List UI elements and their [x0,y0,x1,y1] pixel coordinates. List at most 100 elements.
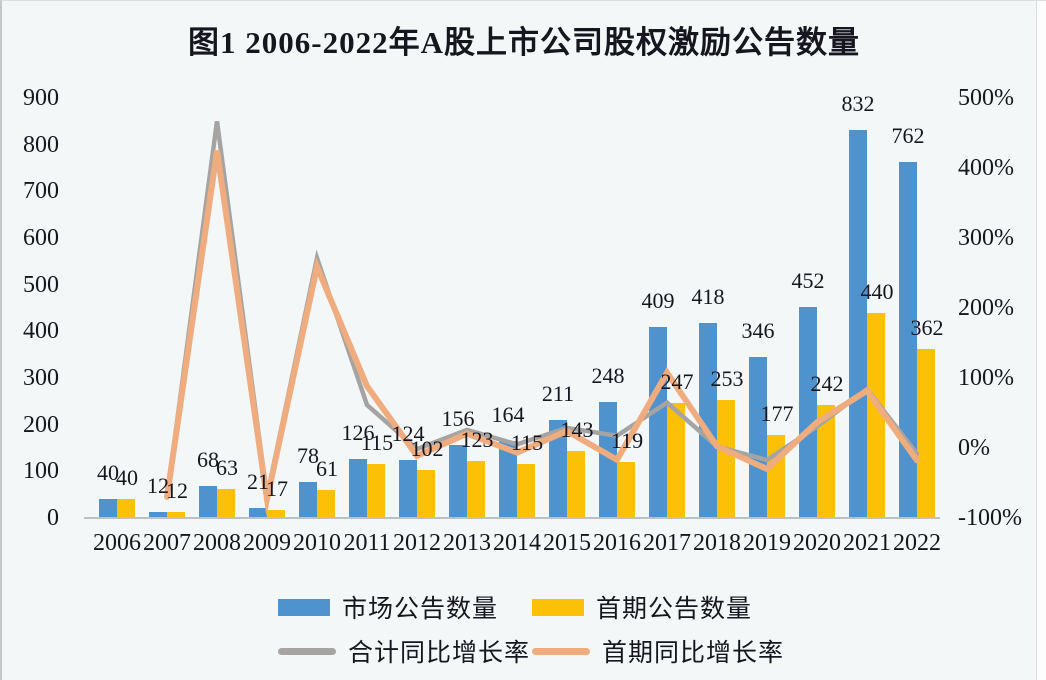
bar-first-count [617,462,635,517]
legend-row-2: 合计同比增长率 首期同比增长率 [278,629,798,673]
bar-first-count [717,399,735,517]
right-axis-tick: -100% [958,505,1022,531]
value-label-first: 17 [266,476,288,502]
x-tick-label: 2010 [293,530,341,556]
chart-title: 图1 2006-2022年A股上市公司股权激励公告数量 [188,25,860,60]
x-tick-label: 2019 [743,530,791,556]
value-label-first: 115 [360,430,394,456]
right-axis-tick: 100% [958,365,1014,391]
bar-first-count [367,464,385,517]
bar-first-count [917,349,935,517]
right-axis-tick: 500% [958,85,1014,111]
page-edge-strip [1036,1,1046,680]
left-axis-tick: 900 [23,85,59,111]
x-tick-label: 2006 [93,530,141,556]
x-tick-label: 2021 [843,530,891,556]
value-label-market: 452 [791,268,825,294]
bar-first-count [817,405,835,517]
left-axis-tick: 500 [23,271,59,298]
bar-first-count [417,470,435,517]
legend-swatch-total-growth-line [278,647,336,655]
value-label-first: 115 [510,430,544,456]
value-label-first: 440 [860,278,894,304]
value-label-first: 123 [460,426,494,452]
left-axis-tick: 200 [23,411,59,438]
legend-row-1: 市场公告数量 首期公告数量 [278,585,798,629]
right-axis-tick: 300% [958,225,1014,251]
value-label-market: 126 [341,420,375,446]
value-label-first: 119 [610,428,644,454]
bar-first-count [467,460,485,517]
legend-item-total-growth: 合计同比增长率 [278,633,532,669]
bar-first-count [867,312,885,517]
value-label-market: 832 [841,90,875,116]
value-label-first: 102 [410,436,444,462]
x-tick-label: 2017 [643,530,691,556]
x-tick-label: 2016 [593,530,641,556]
x-tick-label: 2022 [893,530,941,556]
bar-market-count [849,129,867,517]
left-axis-tick: 700 [23,178,59,205]
left-axis-tick: 300 [23,365,59,391]
value-label-first: 362 [910,315,944,341]
value-label-market: 40 [97,460,119,486]
x-tick-label: 2007 [143,530,191,556]
left-axis-tick: 0 [47,505,59,531]
value-label-first: 63 [216,454,238,480]
legend-item-first-growth: 首期同比增长率 [532,633,784,669]
right-axis-tick: 0% [958,435,990,461]
bar-first-count [667,402,685,517]
value-label-first: 253 [710,365,744,391]
legend-item-market-count: 市场公告数量 [278,589,532,625]
x-tick-label: 2020 [793,530,841,556]
value-label-market: 21 [247,469,269,495]
bar-first-count [117,499,135,517]
value-label-first: 40 [116,465,138,491]
right-axis-tick: 400% [958,155,1014,181]
bar-first-count [567,451,585,517]
value-label-first: 143 [560,417,594,443]
bar-market-count [399,460,417,517]
value-label-market: 211 [541,380,575,406]
legend-swatch-first-growth-line [532,647,590,655]
bar-market-count [149,512,167,517]
x-tick-label: 2015 [543,530,591,556]
value-label-market: 124 [391,421,425,447]
bar-first-count [767,435,785,517]
value-label-market: 762 [891,123,925,149]
x-tick-label: 2008 [193,530,241,556]
value-label-market: 156 [441,406,475,432]
x-tick-label: 2018 [693,530,741,556]
bar-first-count [517,464,535,517]
x-tick-label: 2011 [343,530,391,556]
bar-first-count [317,489,335,517]
left-axis-tick: 600 [23,225,59,251]
left-axis-tick: 400 [23,318,59,345]
value-label-first: 247 [660,368,694,394]
value-label-market: 248 [591,363,625,389]
value-label-first: 177 [760,401,794,427]
legend-label-market-count: 市场公告数量 [342,596,499,623]
left-axis-tick: 800 [23,131,59,158]
left-axis-tick: 100 [23,458,59,485]
value-label-market: 346 [741,317,775,343]
value-label-market: 164 [491,402,525,428]
bar-market-count [649,327,667,517]
bar-market-count [699,322,717,517]
bar-market-count [249,508,267,517]
x-tick-label: 2009 [243,530,291,556]
legend-swatch-market-bar [278,598,330,616]
value-label-market: 68 [197,447,219,473]
legend-label-total-growth: 合计同比增长率 [348,640,531,667]
value-label-first: 242 [810,371,844,397]
x-tick-label: 2014 [493,530,541,556]
legend-label-first-growth: 首期同比增长率 [602,640,785,667]
x-tick-label: 2013 [443,530,491,556]
bar-market-count [99,499,117,517]
value-label-market: 409 [641,288,675,314]
legend: 市场公告数量 首期公告数量 合计同比增长率 首期同比增长率 [278,585,798,673]
value-label-market: 12 [147,473,169,499]
bar-first-count [267,510,285,517]
value-label-first: 12 [166,478,188,504]
